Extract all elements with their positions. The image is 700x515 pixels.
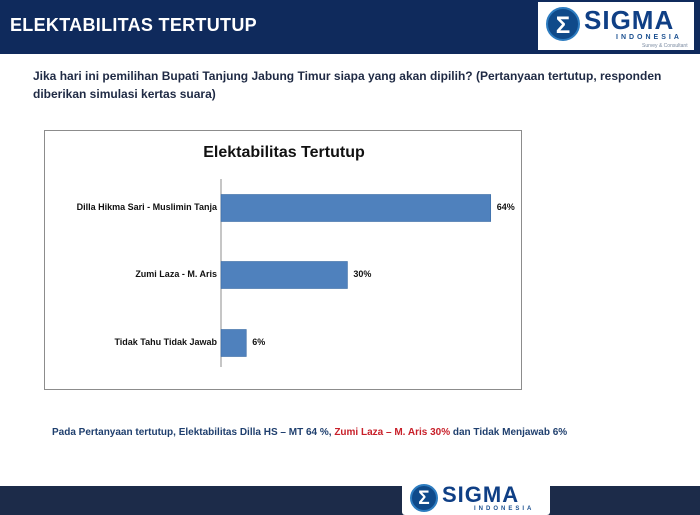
bar-1 bbox=[220, 261, 348, 289]
value-label-0: 64% bbox=[496, 202, 515, 212]
category-label-2: Tidak Tahu Tidak Jawab bbox=[114, 337, 217, 347]
sigma-logo-icon: Σ bbox=[546, 7, 580, 41]
bar-2 bbox=[220, 329, 247, 357]
sigma-logo-tagline: Survey & Consultant bbox=[642, 43, 688, 49]
footer-sigma-sub: INDONESIA bbox=[474, 506, 535, 512]
footer-bar bbox=[0, 486, 700, 515]
summary-text: Pada Pertanyaan tertutup, Elektabilitas … bbox=[52, 427, 672, 438]
survey-question: Jika hari ini pemilihan Bupati Tanjung J… bbox=[33, 69, 662, 101]
header-bar: ELEKTABILITAS TERTUTUP Σ SIGMA INDONESIA… bbox=[0, 0, 700, 54]
footer-sigma-logo: Σ SIGMA INDONESIA bbox=[402, 482, 550, 515]
summary-part-2: Zumi Laza – M. Aris 30% bbox=[334, 427, 451, 438]
bar-chart bbox=[220, 179, 492, 367]
footer-sigma-word: SIGMA bbox=[442, 482, 520, 507]
bar-0 bbox=[220, 194, 492, 222]
summary-part-3: dan Tidak Menjawab 6% bbox=[450, 427, 568, 438]
chart-frame: Elektabilitas Tertutup Dilla Hikma Sari … bbox=[44, 130, 522, 390]
page-title: ELEKTABILITAS TERTUTUP bbox=[10, 15, 257, 35]
summary-part-1: Pada Pertanyaan tertutup, Elektabilitas … bbox=[52, 427, 335, 438]
sigma-logo-sub: INDONESIA bbox=[616, 34, 682, 41]
category-label-0: Dilla Hikma Sari - Muslimin Tanja bbox=[76, 202, 217, 212]
sigma-logo-word: SIGMA bbox=[584, 5, 675, 35]
category-label-1: Zumi Laza - M. Aris bbox=[135, 269, 217, 279]
sigma-logo: Σ SIGMA INDONESIA Survey & Consultant bbox=[538, 2, 694, 50]
value-label-1: 30% bbox=[353, 269, 372, 279]
value-label-2: 6% bbox=[252, 337, 266, 347]
chart-title: Elektabilitas Tertutup bbox=[203, 144, 365, 161]
footer-sigma-icon: Σ bbox=[410, 484, 438, 512]
